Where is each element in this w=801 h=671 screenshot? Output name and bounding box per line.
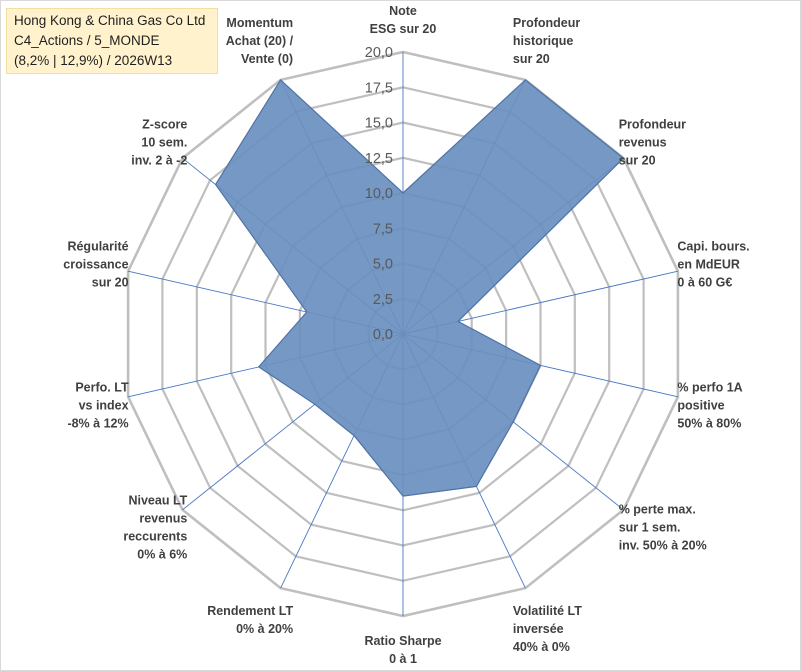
tick-label: 5,0 xyxy=(373,257,393,273)
axis-label-line: 0 à 60 G€ xyxy=(677,275,732,289)
tick-label: 0,0 xyxy=(373,327,393,343)
axis-label-line: croissance xyxy=(63,257,128,271)
axis-label-line: reccurents xyxy=(123,530,187,544)
tick-label: 2,5 xyxy=(373,292,393,308)
axis-label: Perfo. LT vs index -8% à 12% xyxy=(67,381,129,431)
axis-label: Profondeur historique sur 20 xyxy=(513,16,580,66)
axis-label-line: Profondeur xyxy=(619,118,686,132)
chart-title-period: (8,2% | 12,9%) / 2026W13 xyxy=(14,53,173,68)
axis-label-line: en MdEUR xyxy=(677,257,740,271)
axis-label-line: revenus xyxy=(139,512,187,526)
axis-label-line: Profondeur xyxy=(513,16,580,30)
tick-label: 17,5 xyxy=(365,80,393,96)
axis-label-line: revenus xyxy=(619,136,667,150)
chart-title-box: Hong Kong & China Gas Co Ltd C4_Actions … xyxy=(6,8,218,74)
axis-label-line: 10 sem. xyxy=(141,136,187,150)
chart-title-category: C4_Actions / 5_MONDE xyxy=(14,33,160,48)
axis-label-line: 40% à 0% xyxy=(513,640,570,654)
axis-label: Profondeur revenus sur 20 xyxy=(619,118,686,168)
axis-label-line: Achat (20) / xyxy=(226,34,294,48)
series-area xyxy=(214,78,625,497)
axis-label-line: 0 à 1 xyxy=(389,652,417,666)
tick-label: 12,5 xyxy=(365,151,393,167)
axis-label: Rendement LT 0% à 20% xyxy=(207,604,293,636)
axis-label-line: inv. 50% à 20% xyxy=(619,539,707,553)
axis-label: Niveau LT revenus reccurents 0% à 6% xyxy=(123,494,187,562)
tick-label: 20,0 xyxy=(365,45,393,61)
axis-label-line: Vente (0) xyxy=(241,52,293,66)
axis-label-line: Régularité xyxy=(67,239,128,253)
axis-labels: Note ESG sur 20 Profondeur historique sur 20… xyxy=(63,4,749,666)
axis-label-line: 50% à 80% xyxy=(677,417,741,431)
axis-label-line: % perte max. xyxy=(619,503,696,517)
axis-label-line: historique xyxy=(513,34,573,48)
axis-label-line: Note xyxy=(389,4,417,18)
axis-label-line: % perfo 1A xyxy=(677,381,742,395)
tick-label: 15,0 xyxy=(365,116,393,132)
axis-label-line: sur 1 sem. xyxy=(619,521,681,535)
axis-label-line: Niveau LT xyxy=(128,494,187,508)
axis-label-line: Capi. bours. xyxy=(677,239,749,253)
axis-label-line: Momentum xyxy=(226,16,293,30)
axis-label-line: -8% à 12% xyxy=(67,417,128,431)
axis-label-line: Volatilité LT xyxy=(513,604,582,618)
axis-label-line: inv. 2 à -2 xyxy=(131,154,187,168)
axis-label-line: sur 20 xyxy=(92,275,129,289)
tick-label: 7,5 xyxy=(373,221,393,237)
axis-label-line: 0% à 6% xyxy=(137,548,187,562)
axis-label-line: Perfo. LT xyxy=(75,381,129,395)
axis-label-line: Z-score xyxy=(142,118,187,132)
axis-label-line: ESG sur 20 xyxy=(370,22,437,36)
axis-label: Ratio Sharpe 0 à 1 xyxy=(364,634,441,666)
axis-label-line: sur 20 xyxy=(619,154,656,168)
axis-label-line: 0% à 20% xyxy=(236,622,293,636)
axis-label-line: sur 20 xyxy=(513,52,550,66)
axis-label-line: Rendement LT xyxy=(207,604,293,618)
axis-label: % perte max. sur 1 sem. inv. 50% à 20% xyxy=(619,503,707,553)
axis-label-line: positive xyxy=(677,399,724,413)
chart-title-company: Hong Kong & China Gas Co Ltd xyxy=(14,13,206,28)
axis-label: Note ESG sur 20 xyxy=(370,4,437,36)
axis-label: Momentum Achat (20) / Vente (0) xyxy=(226,16,294,66)
axis-label: Z-score 10 sem. inv. 2 à -2 xyxy=(131,118,187,168)
radar-series xyxy=(214,78,625,497)
axis-label-line: vs index xyxy=(79,399,129,413)
axis-label-line: Ratio Sharpe xyxy=(364,634,441,648)
axis-label-line: inversée xyxy=(513,622,564,636)
axis-label: Capi. bours. en MdEUR 0 à 60 G€ xyxy=(677,239,749,289)
axis-label: % perfo 1A positive 50% à 80% xyxy=(677,381,742,431)
axis-label: Régularité croissance sur 20 xyxy=(63,239,128,289)
radial-tick-labels: 0,0 2,5 5,0 7,5 10,0 12,5 15,0 17,5 20,0 xyxy=(365,45,393,343)
tick-label: 10,0 xyxy=(365,186,393,202)
axis-label: Volatilité LT inversée 40% à 0% xyxy=(513,604,582,654)
